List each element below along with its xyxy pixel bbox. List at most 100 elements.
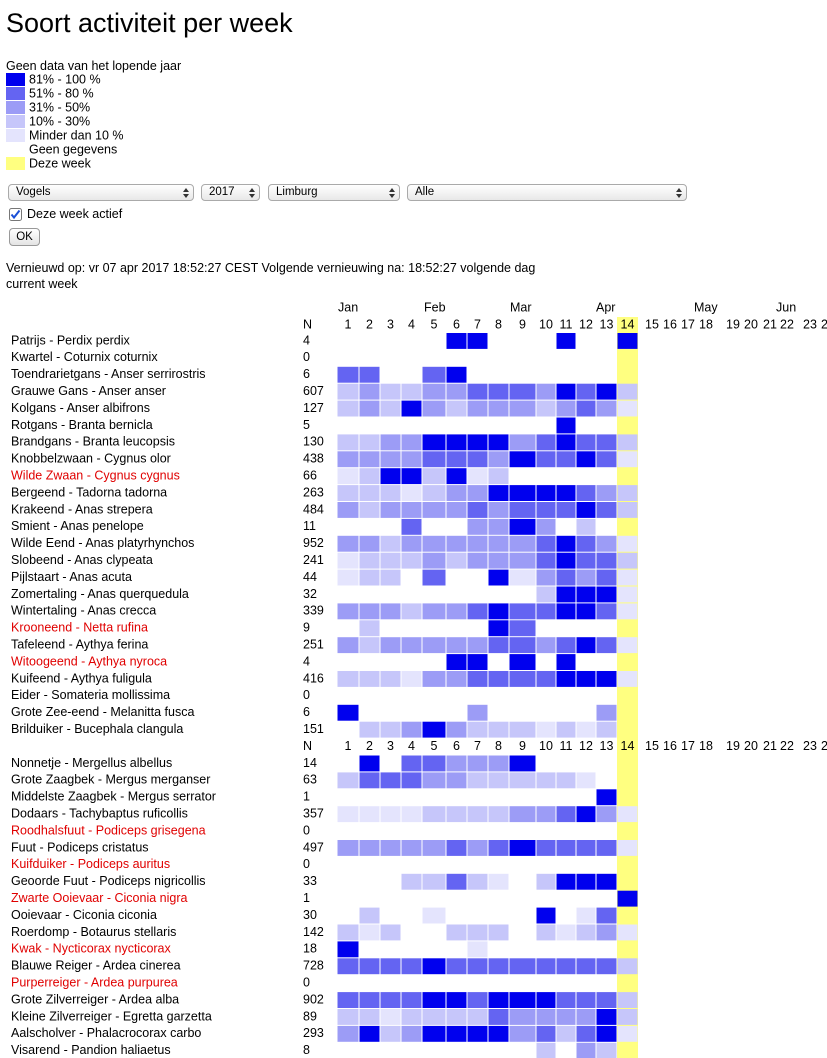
activity-cell [467,502,488,518]
activity-cell [402,587,422,603]
checkbox[interactable] [9,208,22,221]
species-count: 263 [303,485,324,499]
legend-swatch [6,115,25,128]
activity-cell [596,924,617,941]
activity-cell [360,705,380,721]
activity-cell [617,451,638,468]
activity-cell [422,468,446,485]
activity-cell [489,418,509,434]
activity-cell [510,823,536,839]
activity-cell [557,857,576,873]
activity-cell [509,1025,536,1042]
activity-cell [489,705,509,721]
week-label: 2 [366,317,373,331]
activity-cell [467,485,488,501]
area-select[interactable]: Alle [407,184,687,201]
activity-cell [617,890,638,907]
activity-cell [556,1025,576,1042]
week-label: 18 [699,739,713,753]
species-name: Dodaars - Tachybaptus ruficollis [11,806,188,820]
activity-cell [337,1009,359,1025]
activity-cell [488,535,509,552]
activity-cell [338,519,359,535]
species-name: Brilduiker - Bucephala clangula [11,722,183,736]
activity-cell [576,721,596,738]
activity-cell [402,857,422,873]
region-select[interactable]: Limburg [268,184,400,201]
activity-cell [596,721,617,738]
activity-cell [380,535,401,552]
species-count: 241 [303,553,324,567]
activity-cell [446,468,467,485]
activity-cell [338,418,359,434]
activity-cell [577,333,596,349]
week-label: 4 [408,317,415,331]
activity-cell [380,992,401,1008]
week-label: 5 [431,739,438,753]
activity-cell [597,772,617,788]
activity-cell [576,434,596,451]
activity-cell [510,350,536,366]
activity-cell [447,789,467,805]
activity-cell [446,333,467,349]
activity-cell [597,756,617,772]
legend-label: Geen gegevens [29,142,117,156]
activity-cell [423,418,446,434]
activity-cell [557,620,576,636]
activity-cell [422,451,446,468]
activity-cell [488,485,509,501]
select-arrow [676,188,682,198]
week-label: 21 [763,739,777,753]
species-name: Wilde Eend - Anas platyrhynchos [11,536,194,550]
activity-cell [488,772,509,789]
species-count: 33 [303,874,317,888]
activity-cell [337,806,359,823]
activity-cell [380,603,401,620]
species-name: Tafeleend - Aythya ferina [11,637,148,651]
activity-cell [596,806,617,823]
activity-cell [338,908,359,924]
select-arrow [183,188,189,198]
activity-cell [488,1009,509,1025]
ok-button[interactable]: OK [9,228,40,246]
week-label: 17 [681,739,695,753]
activity-cell [467,873,488,890]
activity-cell [576,400,596,417]
week-label: 5 [431,317,438,331]
activity-cell [536,806,556,823]
activity-cell [536,671,556,687]
week-label: 23 [803,739,817,753]
activity-cell [423,688,446,704]
activity-cell [380,502,401,518]
activity-cell [402,570,422,586]
legend-note: Geen data van het lopende jaar [6,59,182,73]
activity-cell [422,755,446,772]
activity-cell [509,654,536,670]
activity-cell [597,941,617,957]
activity-cell [577,975,596,991]
group-select[interactable]: Vogels [8,184,194,201]
activity-cell [468,857,488,873]
activity-cell [337,535,359,552]
activity-cell [556,772,576,789]
activity-cell [402,789,422,805]
activity-cell [447,587,467,603]
activity-cell [556,502,576,518]
activity-cell [422,873,446,890]
activity-cell [510,468,536,484]
activity-cell [468,891,488,907]
activity-cell [422,502,446,518]
activity-cell [338,587,359,603]
activity-cell [467,333,488,349]
legend-swatch [6,101,25,114]
activity-cell [360,418,380,434]
activity-cell [380,840,401,856]
species-name: Purperreiger - Ardea purpurea [11,975,178,989]
week-label: 24 [821,317,827,331]
activity-cell [401,603,422,620]
activity-cell [557,350,576,366]
year-select[interactable]: 2017 [201,184,260,201]
activity-cell [617,485,638,501]
legend: 81% - 100 %51% - 80 %31% - 50%10% - 30%M… [6,72,124,170]
activity-cell [596,552,617,569]
